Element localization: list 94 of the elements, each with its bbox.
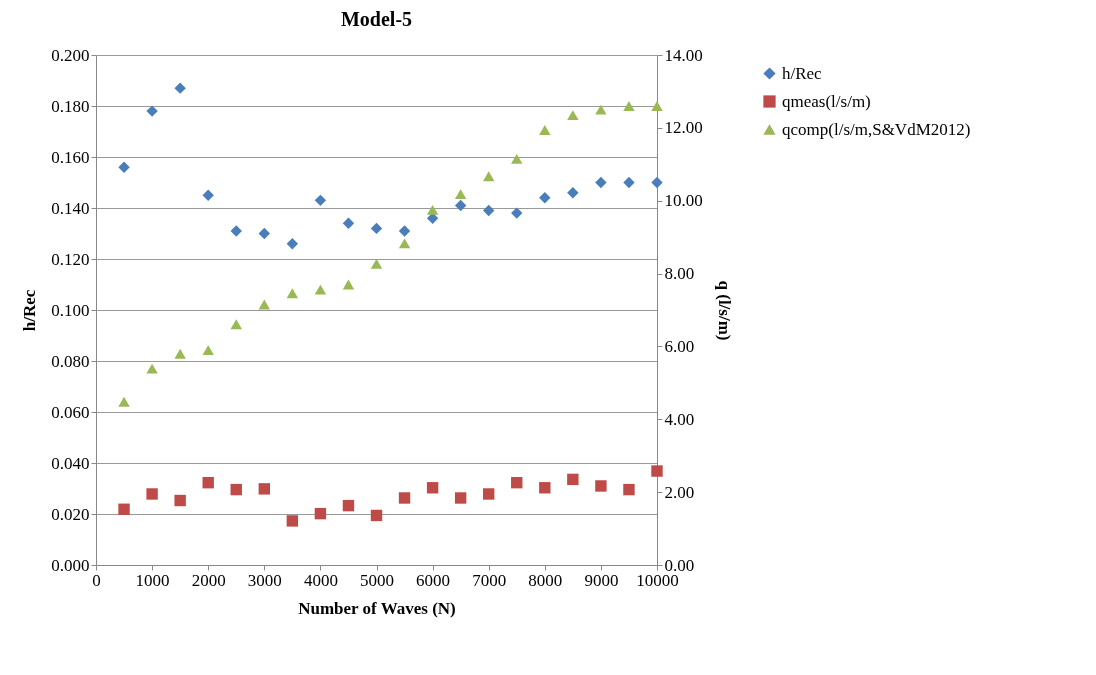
point (398, 238, 411, 249)
point (286, 288, 299, 299)
point (314, 507, 327, 520)
point (539, 482, 551, 494)
point (511, 207, 523, 219)
point (623, 483, 635, 496)
legend-label: h/Rec (782, 63, 823, 83)
point (651, 101, 663, 111)
y-tick-label: 0.040 (51, 453, 90, 473)
point (539, 125, 551, 135)
y-tick-label: 0.140 (51, 198, 90, 218)
point (286, 515, 299, 527)
point (511, 153, 523, 164)
chart-title: Model-5 (340, 8, 413, 30)
point (258, 299, 270, 310)
x-tick-label: 5000 (360, 570, 394, 590)
point (483, 204, 495, 217)
point (202, 476, 214, 489)
point (202, 189, 214, 201)
legend-label: qmeas(l/s/m) (782, 91, 871, 111)
point (342, 279, 355, 290)
y2-tick-label: 8.00 (664, 264, 695, 284)
point (426, 482, 439, 494)
x-tick-label: 8000 (528, 570, 563, 590)
y2-tick-label: 10.00 (664, 191, 703, 211)
point (511, 476, 523, 489)
legend-label: qcomp(l/s/m,S&VdM2012) (782, 119, 971, 139)
point (623, 176, 635, 189)
x-tick-label: 6000 (416, 570, 451, 590)
point (567, 473, 579, 486)
point (258, 227, 270, 240)
point (539, 192, 551, 204)
x-tick-label: 9000 (584, 570, 619, 590)
point (567, 110, 579, 121)
point (342, 217, 355, 229)
point (202, 345, 214, 356)
y2-tick-label: 4.00 (664, 409, 695, 429)
y-tick-label: 0.080 (51, 351, 90, 371)
y2-tick-label: 14.00 (664, 45, 703, 65)
point (651, 176, 663, 189)
y-tick-label: 0.060 (51, 402, 90, 422)
point (595, 104, 607, 115)
point (146, 488, 158, 500)
point (146, 363, 158, 374)
x-tick-label: 0 (92, 570, 101, 590)
point (370, 258, 383, 269)
x-tick-label: 4000 (303, 570, 338, 590)
y-tick-label: 0.180 (51, 96, 90, 116)
point (118, 503, 130, 515)
point (146, 105, 158, 117)
point (286, 238, 299, 250)
y-tick-label: 0.200 (51, 45, 90, 65)
point (314, 284, 327, 295)
x-axis-title: Number of Waves (N) (298, 598, 456, 618)
y2-axis-title: q (l/s/m) (714, 280, 734, 341)
x-tick-label: 7000 (472, 570, 507, 590)
point (454, 492, 467, 504)
point (567, 187, 579, 199)
point (426, 204, 439, 215)
y2-tick-label: 2.00 (664, 482, 695, 502)
point (454, 189, 467, 200)
point (230, 319, 242, 330)
x-tick-label: 1000 (135, 570, 170, 590)
point (174, 82, 186, 94)
point (342, 499, 355, 512)
y-tick-label: 0.160 (51, 147, 90, 167)
y-tick-label: 0.120 (51, 249, 90, 269)
point (258, 483, 270, 495)
point (118, 161, 130, 173)
point (483, 171, 495, 182)
point (398, 492, 411, 504)
x-tick-label: 3000 (247, 570, 282, 590)
point (595, 176, 607, 189)
point (314, 194, 327, 207)
point (651, 465, 663, 477)
point (623, 101, 635, 111)
point (454, 199, 467, 212)
point (230, 225, 242, 237)
y2-tick-label: 12.00 (664, 118, 703, 138)
point (370, 222, 383, 235)
point (174, 348, 186, 359)
y-tick-label: 0.100 (51, 300, 90, 320)
point (230, 483, 242, 496)
point (174, 494, 186, 507)
point (118, 396, 130, 407)
y2-tick-label: 6.00 (664, 336, 695, 356)
y-tick-label: 0.020 (51, 504, 90, 524)
point (483, 488, 495, 500)
point (595, 480, 607, 492)
y-tick-label: 0.000 (51, 555, 90, 575)
point (370, 509, 383, 522)
x-tick-label: 2000 (191, 570, 226, 590)
y-axis-title: h/Rec (20, 289, 40, 332)
point (398, 225, 411, 237)
